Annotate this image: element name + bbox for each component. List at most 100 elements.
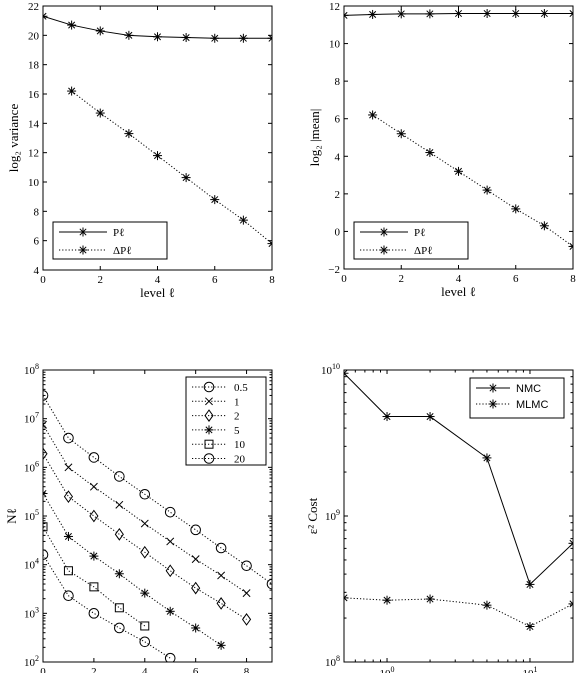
x-tick-label: 4 [142,666,148,673]
data-point [525,622,535,632]
legend-box [469,377,565,419]
y-tick-label: 0 [335,226,341,238]
y-axis-label: ε² Cost [305,497,320,534]
y-tick-label-exp: 4 [35,557,39,566]
data-point [482,600,492,610]
data-point [568,599,573,609]
y-tick-label: 108 [24,362,39,377]
y-tick-label-base: 10 [24,365,36,377]
y-tick-label: 109 [325,508,340,523]
data-point [454,166,463,176]
data-point [539,221,549,231]
y-tick-label: 14 [28,118,40,130]
y-tick-label: 103 [24,605,39,620]
data-point [568,241,573,251]
x-axis-ticks: 0 2 4 6 8 [40,6,275,286]
data-point [216,640,226,650]
legend-marker [379,245,389,255]
y-tick-label: 2 [335,189,341,201]
y-axis-ticks: 4 6 8 10 12 14 16 18 20 22 [28,1,272,277]
data-point [525,579,535,589]
data-point [95,108,105,118]
data-point [181,173,191,183]
legend-marker [203,453,215,464]
y-tick-label-base: 10 [325,657,337,669]
data-point [114,527,124,541]
x-axis-label: level ℓ [140,285,175,300]
data-point [568,538,573,548]
data-point [124,129,134,139]
data-point [88,452,100,463]
data-point [139,488,151,500]
y-tick-label-base: 10 [321,365,333,377]
data-point [153,151,162,161]
data-point [95,26,105,36]
y-tick-label-base: 10 [24,657,36,669]
data-point [396,129,406,139]
y-axis-ticks: −2 0 2 4 6 8 10 12 [328,1,573,276]
legend-marker [203,381,215,393]
x-tick-label: 8 [269,274,275,286]
x-tick-label: 8 [244,666,250,673]
legend-marker [379,227,389,237]
legend-marker [488,383,498,393]
data-point [368,110,378,120]
y-tick-label-base: 10 [24,511,36,523]
data-point [43,420,47,429]
x-tick-label: 6 [212,274,218,286]
legend-marker [78,227,88,237]
y-tick-label: 10 [28,177,40,189]
data-point [425,148,435,158]
y-tick-label: 107 [24,411,39,426]
data-point [64,463,73,472]
y-tick-label-exp: 5 [35,508,39,517]
data-point [190,524,201,536]
legend-label: 10 [234,439,246,451]
data-point [482,185,492,195]
data-point [89,482,98,491]
legend: Pℓ ΔPℓ [353,221,469,260]
series-group [43,11,272,249]
data-point [63,566,73,576]
data-point [114,569,124,579]
y-tick-label: 4 [34,265,40,277]
legend-label: 2 [234,411,240,423]
data-point [216,597,226,610]
y-tick-label: 18 [28,60,40,72]
x-axis-ticks: 0 2 4 6 8 [341,6,576,285]
y-tick-label: 16 [28,89,40,101]
data-point [215,542,227,554]
y-tick-label-base: 10 [24,462,36,474]
y-tick-label-exp: 7 [35,411,39,420]
data-point [67,86,77,96]
y-tick-label-exp: 8 [336,654,340,663]
data-point [191,581,201,595]
y-tick-label-base: 10 [24,414,36,426]
legend-label: MLMC [516,399,548,411]
legend-label: 0.5 [234,382,248,394]
y-tick-label-base: 10 [325,511,337,523]
data-point [267,33,272,43]
y-tick-label: 20 [28,30,40,42]
data-point [454,9,463,19]
series-line-5 [43,493,222,646]
data-point [210,195,220,205]
data-point [482,453,492,463]
data-point [153,32,162,42]
data-point [140,621,150,631]
legend-label: ΔPℓ [113,245,131,257]
data-point [43,11,48,21]
legend-label: 1 [234,396,240,408]
data-point [568,9,573,19]
data-point [139,636,151,648]
y-tick-label: 104 [24,557,39,572]
legend: NMC MLMC [469,377,565,419]
data-point [511,204,521,214]
data-point [115,500,124,509]
y-tick-label: 105 [24,508,39,523]
legend-label: ΔPℓ [414,245,432,257]
legend-label: 20 [234,454,246,466]
data-point [425,412,435,422]
